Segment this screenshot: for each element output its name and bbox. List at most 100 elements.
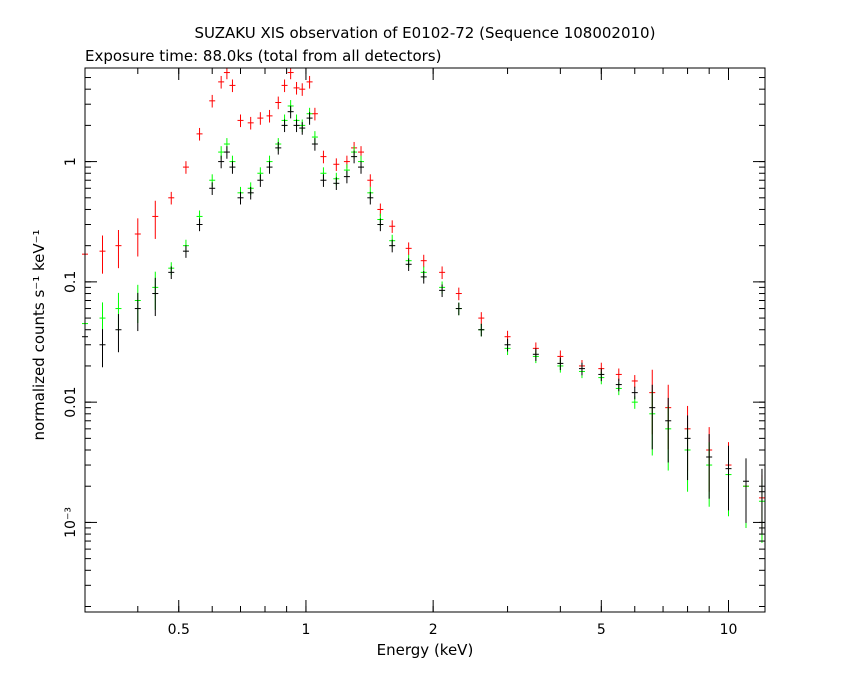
data-point	[257, 112, 264, 125]
data-point	[455, 302, 462, 316]
chart-subtitle: Exposure time: 88.0ks (total from all de…	[85, 47, 441, 65]
chart-title: SUZAKU XIS observation of E0102-72 (Sequ…	[195, 24, 656, 42]
data-point	[196, 218, 203, 232]
data-point	[351, 150, 358, 164]
data-point	[237, 191, 244, 205]
data-point	[598, 368, 605, 382]
data-point	[281, 119, 288, 133]
data-point	[578, 362, 585, 376]
data-point	[504, 338, 511, 352]
data-point	[420, 254, 427, 268]
x-tick-label: 10	[720, 622, 738, 638]
data-point	[367, 191, 374, 205]
data-point	[247, 186, 254, 200]
data-point	[684, 415, 691, 481]
data-point	[615, 378, 622, 392]
data-point	[405, 258, 412, 271]
x-tick-label: 0.5	[168, 622, 190, 638]
y-axis-label: normalized counts s⁻¹ keV⁻¹	[30, 229, 48, 440]
data-point	[182, 161, 189, 174]
data-point	[293, 81, 300, 95]
data-point	[223, 68, 230, 80]
data-point	[99, 329, 106, 368]
data-point	[706, 434, 713, 499]
data-point	[343, 170, 350, 184]
data-point	[631, 386, 638, 400]
data-point	[311, 138, 318, 151]
data-point	[134, 218, 141, 257]
data-point	[209, 94, 216, 108]
data-point	[742, 458, 749, 523]
data-point	[478, 323, 485, 337]
data-point	[405, 242, 412, 256]
x-tick-label: 1	[301, 622, 310, 638]
data-point	[266, 109, 273, 123]
data-point	[358, 161, 365, 174]
data-point	[333, 177, 340, 190]
data-point	[293, 119, 300, 133]
data-point	[99, 235, 106, 274]
data-point	[299, 122, 306, 135]
data-point	[665, 397, 672, 463]
data-point	[420, 270, 427, 284]
series-group	[82, 68, 765, 540]
data-point	[333, 158, 340, 171]
data-point	[152, 200, 159, 239]
series-group	[82, 100, 765, 543]
data-point	[377, 218, 384, 232]
data-point	[725, 445, 732, 511]
data-point	[320, 174, 327, 187]
series-group	[82, 105, 765, 534]
data-point	[196, 127, 203, 141]
data-point	[115, 314, 122, 353]
data-point	[557, 357, 564, 371]
data-point	[229, 161, 236, 174]
data-point	[649, 384, 656, 450]
data-point	[306, 75, 313, 89]
data-point	[218, 75, 225, 89]
data-point	[275, 141, 282, 155]
y-tick-label: 1	[63, 157, 79, 166]
data-point	[182, 245, 189, 258]
data-points-layer	[82, 68, 765, 543]
data-point	[237, 114, 244, 128]
plot-frame	[84, 67, 766, 613]
data-point	[439, 266, 446, 280]
data-point	[287, 105, 294, 119]
data-point	[266, 161, 273, 174]
data-point	[168, 191, 175, 205]
data-point	[223, 146, 230, 159]
y-tick-label: 0.1	[63, 271, 79, 293]
data-point	[367, 174, 374, 187]
data-point	[320, 150, 327, 164]
data-point	[299, 83, 306, 96]
data-point	[532, 348, 539, 361]
data-point	[134, 292, 141, 332]
data-point	[287, 68, 294, 80]
data-point	[115, 229, 122, 269]
data-point	[389, 239, 396, 253]
x-axis-label: Energy (keV)	[377, 641, 474, 659]
y-tick-label: 10⁻³	[63, 507, 79, 538]
axis-ticks: 0.5 1 2 5 10 10⁻³ 0.01 0.1 1	[63, 67, 765, 638]
data-point	[152, 277, 159, 317]
data-point	[229, 79, 236, 93]
data-point	[455, 287, 462, 301]
data-point	[257, 174, 264, 187]
data-point	[275, 96, 282, 110]
data-point	[439, 284, 446, 298]
y-tick-label: 0.01	[63, 387, 79, 418]
x-tick-label: 5	[597, 622, 606, 638]
data-point	[209, 182, 216, 195]
data-point	[218, 155, 225, 169]
data-point	[631, 375, 638, 388]
data-point	[306, 112, 313, 125]
data-point	[478, 312, 485, 325]
data-point	[247, 116, 254, 130]
data-point	[281, 79, 288, 93]
data-point	[168, 266, 175, 280]
x-tick-label: 2	[429, 622, 438, 638]
data-point	[311, 107, 318, 121]
